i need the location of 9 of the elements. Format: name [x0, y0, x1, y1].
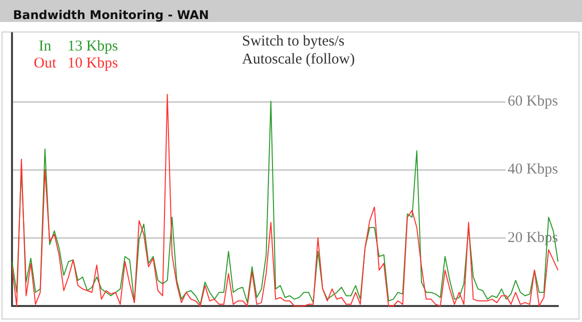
annotation: 10 Kbps	[68, 56, 118, 72]
annotation: 13 Kbps	[68, 38, 118, 54]
annotation: Autoscale (follow)	[242, 52, 355, 68]
text: Out	[34, 56, 58, 72]
y-tick-label: 40 Kbps	[508, 162, 558, 178]
annotation: Switch to bytes/s	[242, 34, 345, 50]
y-tick-label: 60 Kbps	[508, 93, 558, 110]
chart-title: Bandwidth Monitoring - WAN	[13, 8, 209, 22]
text: In	[38, 38, 52, 54]
